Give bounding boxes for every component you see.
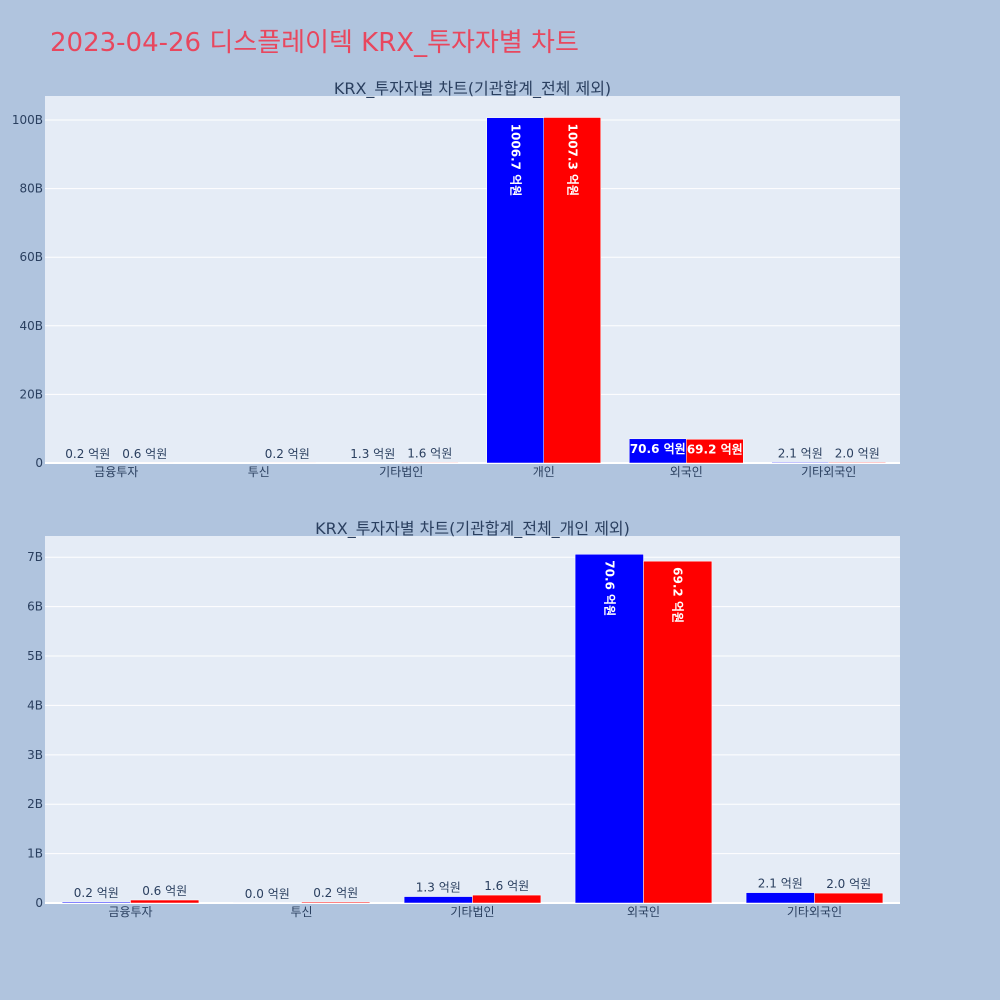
data-label: 0.6 억원 <box>142 884 187 898</box>
plot-area <box>45 96 900 463</box>
data-label: 70.6 억원 <box>602 560 616 616</box>
y-tick-label: 4B <box>27 698 43 712</box>
data-label: 1007.3 억원 <box>565 124 579 197</box>
x-tick-label: 금융투자 <box>94 465 138 479</box>
y-tick-label: 80B <box>19 182 43 196</box>
data-label: 1.6 억원 <box>484 879 529 893</box>
bar <box>643 560 713 904</box>
y-tick-label: 5B <box>27 649 43 663</box>
chart-title: KRX_투자자별 차트(기관합계_전체_개인 제외) <box>315 519 630 539</box>
bar <box>403 896 473 904</box>
x-tick-label: 투신 <box>248 465 270 479</box>
plot-area <box>45 536 900 903</box>
data-label: 1.3 억원 <box>416 881 461 895</box>
y-tick-label: 7B <box>27 550 43 564</box>
chart-title: KRX_투자자별 차트(기관합계_전체 제외) <box>334 79 611 99</box>
x-tick-label: 기타외국인 <box>801 465 856 479</box>
bar <box>61 901 131 904</box>
data-label: 1006.7 억원 <box>508 124 522 197</box>
data-label: 2.0 억원 <box>835 446 880 460</box>
top-bar-chart: 0 20B 40B 60B 80B 100B KRX_투자자별 차트(기관합계_전체 제외)… <box>12 79 900 479</box>
x-tick-label: 기타법인 <box>379 465 423 479</box>
bottom-bar-chart: 0 1B 2B 3B 4B 5B 6B 7B KRX_투자자별 차트(기관합계_전체_개인 제외… <box>27 519 900 919</box>
bar <box>574 554 644 904</box>
bar <box>629 438 687 464</box>
data-label: 0.2 억원 <box>65 447 110 461</box>
x-tick-label: 외국인 <box>670 465 703 479</box>
y-tick-label: 6B <box>27 600 43 614</box>
bar <box>686 439 744 464</box>
y-tick-label: 2B <box>27 797 43 811</box>
bar <box>814 892 884 904</box>
bar <box>543 117 601 464</box>
x-tick-label: 외국인 <box>627 905 660 919</box>
bar <box>472 894 542 904</box>
bar <box>745 892 815 904</box>
data-label: 0.2 억원 <box>313 886 358 900</box>
x-tick-label: 금융투자 <box>108 905 152 919</box>
data-label: 69.2 억원 <box>671 567 685 623</box>
data-label: 70.6 억원 <box>630 442 686 456</box>
y-tick-label: 100B <box>12 113 43 127</box>
x-tick-label: 기타외국인 <box>787 905 842 919</box>
data-label: 69.2 억원 <box>687 442 743 456</box>
data-label: 2.1 억원 <box>758 877 803 891</box>
data-label: 1.3 억원 <box>350 447 395 461</box>
data-label: 1.6 억원 <box>407 446 452 460</box>
data-label: 0.6 억원 <box>122 447 167 461</box>
bar <box>401 462 459 464</box>
x-tick-label: 기타법인 <box>450 905 494 919</box>
data-label: 0.2 억원 <box>74 886 119 900</box>
y-tick-label: 1B <box>27 847 43 861</box>
bar <box>301 901 371 904</box>
data-label: 0.2 억원 <box>265 447 310 461</box>
bar <box>828 462 886 464</box>
y-tick-label: 60B <box>19 250 43 264</box>
x-tick-label: 투신 <box>290 905 312 919</box>
bar <box>771 462 829 464</box>
y-tick-label: 40B <box>19 319 43 333</box>
page-title: 2023-04-26 디스플레이텍 KRX_투자자별 차트 <box>50 28 579 58</box>
y-tick-label: 3B <box>27 748 43 762</box>
x-tick-label: 개인 <box>533 465 555 479</box>
data-label: 0.0 억원 <box>245 887 290 901</box>
y-tick-label: 20B <box>19 387 43 401</box>
y-tick-label: 0 <box>35 456 43 470</box>
y-tick-label: 0 <box>35 896 43 910</box>
bar <box>130 899 200 904</box>
data-label: 2.1 억원 <box>778 446 823 460</box>
data-label: 2.0 억원 <box>826 877 871 891</box>
